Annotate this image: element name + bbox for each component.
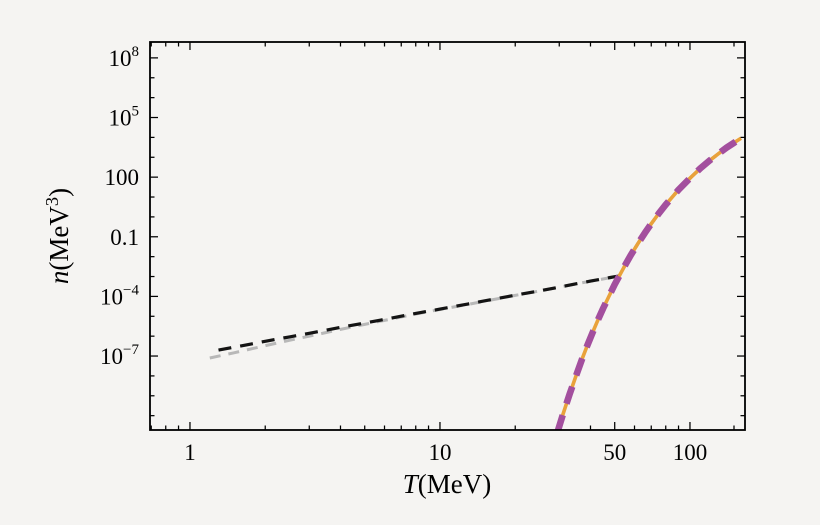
- series-equilibrium-purple: [554, 135, 743, 430]
- tick-marks: [150, 42, 745, 430]
- tick-labels: 1 10 50 100 108 105 100 0.1 10−4 10−7: [100, 44, 707, 465]
- plot-series: [209, 135, 743, 430]
- x-axis-label: T(MeV): [403, 471, 492, 498]
- y-tick-label: 0.1: [110, 225, 139, 250]
- y-tick-label: 10−4: [100, 282, 139, 309]
- x-tick-label: 50: [603, 440, 626, 465]
- x-tick-label: 10: [428, 440, 451, 465]
- x-tick-label: 100: [673, 440, 708, 465]
- series-equilibrium-orange: [556, 136, 742, 430]
- x-axis-unit: (MeV): [417, 469, 492, 499]
- y-tick-label: 10−7: [100, 342, 139, 369]
- y-tick-label: 105: [109, 104, 140, 131]
- x-tick-label: 1: [184, 440, 196, 465]
- y-axis-unit: (MeV: [44, 206, 74, 271]
- y-axis-unit-exponent: 3: [42, 196, 62, 207]
- series-number-density-black: [218, 136, 742, 352]
- plot-frame: [149, 41, 746, 431]
- x-axis-variable: T: [402, 469, 418, 499]
- y-axis-label: n(MeV3): [42, 187, 74, 285]
- y-tick-label: 100: [105, 165, 140, 190]
- y-tick-label: 108: [109, 44, 140, 71]
- y-axis-variable: n: [44, 270, 74, 285]
- y-axis-unit-close: ): [44, 187, 74, 197]
